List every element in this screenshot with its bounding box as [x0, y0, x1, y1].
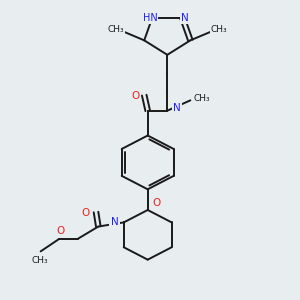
Text: N: N [173, 103, 180, 112]
Text: O: O [82, 208, 90, 218]
Text: O: O [56, 226, 64, 236]
Text: N: N [181, 13, 188, 22]
Text: O: O [153, 198, 161, 208]
Text: CH₃: CH₃ [31, 256, 48, 265]
Text: CH₃: CH₃ [194, 94, 210, 103]
Text: N: N [111, 218, 119, 227]
Text: CH₃: CH₃ [107, 26, 124, 34]
Text: HN: HN [142, 13, 158, 22]
Text: CH₃: CH₃ [211, 26, 227, 34]
Text: O: O [131, 91, 139, 101]
